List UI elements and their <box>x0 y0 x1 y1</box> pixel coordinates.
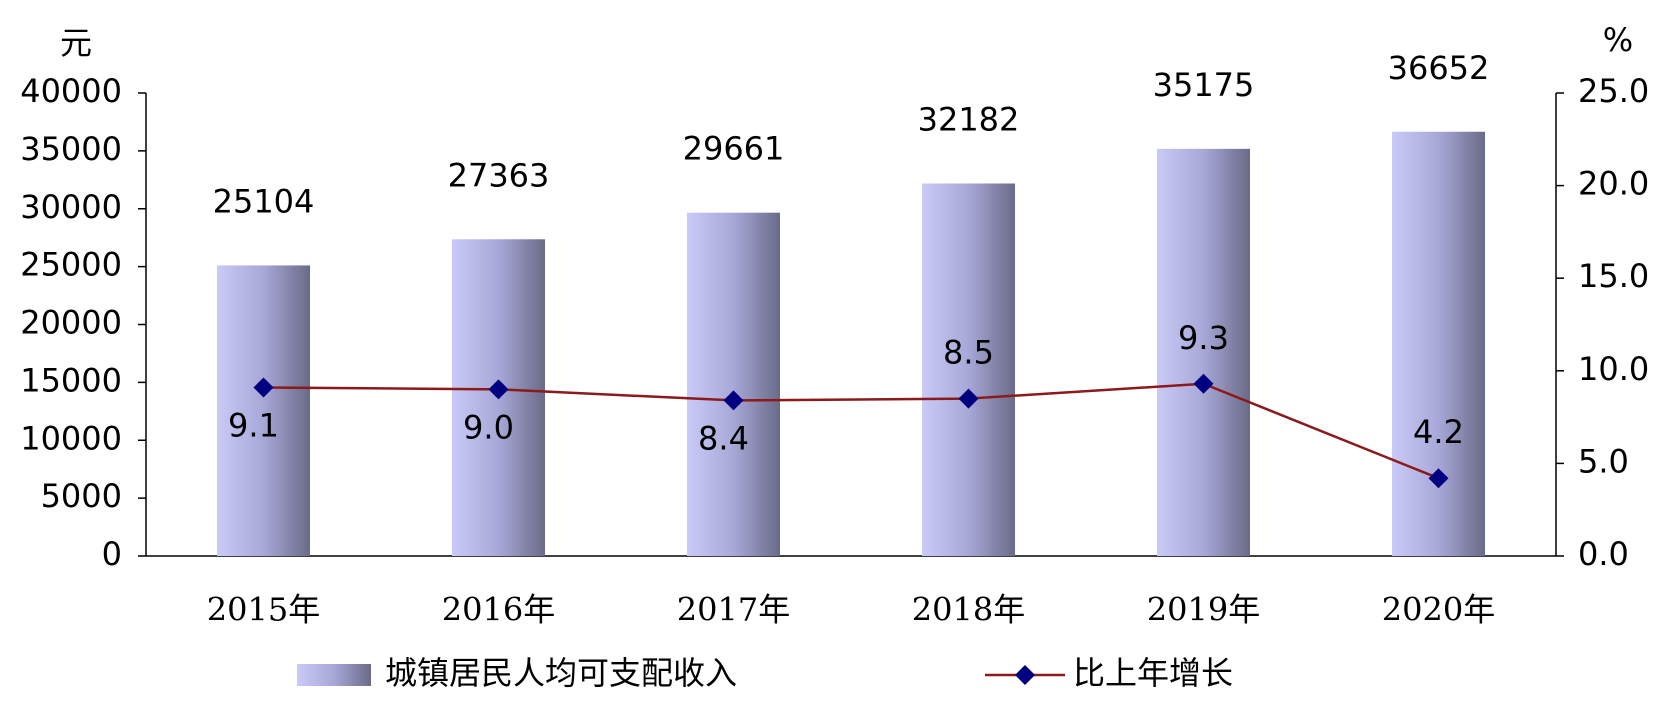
line-marker <box>723 390 744 411</box>
y-tick-label: 40000 <box>20 72 122 110</box>
bar-value-label: 32182 <box>918 100 1020 138</box>
bar <box>922 183 1015 556</box>
y-tick-label: 25000 <box>20 246 122 284</box>
line-marker <box>253 377 274 398</box>
bar <box>1157 148 1250 557</box>
legend-marker <box>1015 665 1035 685</box>
y2-tick-label: 25.0 <box>1578 72 1649 110</box>
y-tick-label: 30000 <box>20 188 122 226</box>
y2-tick-label: 5.0 <box>1578 442 1629 480</box>
legend-label: 城镇居民人均可支配收入 <box>385 654 737 692</box>
y-tick-label: 35000 <box>20 130 122 168</box>
line-value-label: 9.1 <box>228 406 279 444</box>
x-tick-label: 2018年 <box>912 591 1025 629</box>
y2-tick-label: 15.0 <box>1578 257 1649 295</box>
y-tick-label: 20000 <box>20 304 122 342</box>
y2-tick-label: 20.0 <box>1578 165 1649 203</box>
line-value-label: 4.2 <box>1413 413 1464 451</box>
y-tick-label: 10000 <box>20 419 122 457</box>
line-value-label: 9.0 <box>463 408 514 446</box>
line-marker <box>1428 468 1449 489</box>
y-tick-label: 0 <box>102 535 122 573</box>
y-unit: 元 <box>60 24 92 62</box>
y-tick-label: 5000 <box>41 477 122 515</box>
y2-unit: % <box>1603 21 1633 59</box>
legend-label: 比上年增长 <box>1073 654 1233 692</box>
x-tick-label: 2016年 <box>442 591 555 629</box>
y2-tick-label: 0.0 <box>1578 535 1629 573</box>
line-marker <box>958 388 979 409</box>
x-tick-label: 2019年 <box>1147 591 1260 629</box>
y-tick-label: 15000 <box>20 361 122 399</box>
x-tick-label: 2017年 <box>677 591 790 629</box>
bar-value-label: 29661 <box>683 130 785 168</box>
line <box>263 382 1439 480</box>
x-tick-label: 2015年 <box>207 591 320 629</box>
bar <box>1392 131 1485 556</box>
bar <box>217 265 310 556</box>
bar-value-label: 35175 <box>1153 66 1255 104</box>
line-marker <box>1193 373 1214 394</box>
bar <box>687 212 780 556</box>
legend-swatch <box>297 664 371 686</box>
line-marker <box>488 379 509 400</box>
bar-value-label: 36652 <box>1388 49 1490 87</box>
y2-tick-label: 10.0 <box>1578 350 1649 388</box>
line-value-label: 8.5 <box>943 334 994 372</box>
bar-value-label: 25104 <box>213 182 315 220</box>
line-value-label: 9.3 <box>1178 319 1229 357</box>
bar-value-label: 27363 <box>448 156 550 194</box>
line-value-label: 8.4 <box>698 419 749 457</box>
x-tick-label: 2020年 <box>1382 591 1495 629</box>
